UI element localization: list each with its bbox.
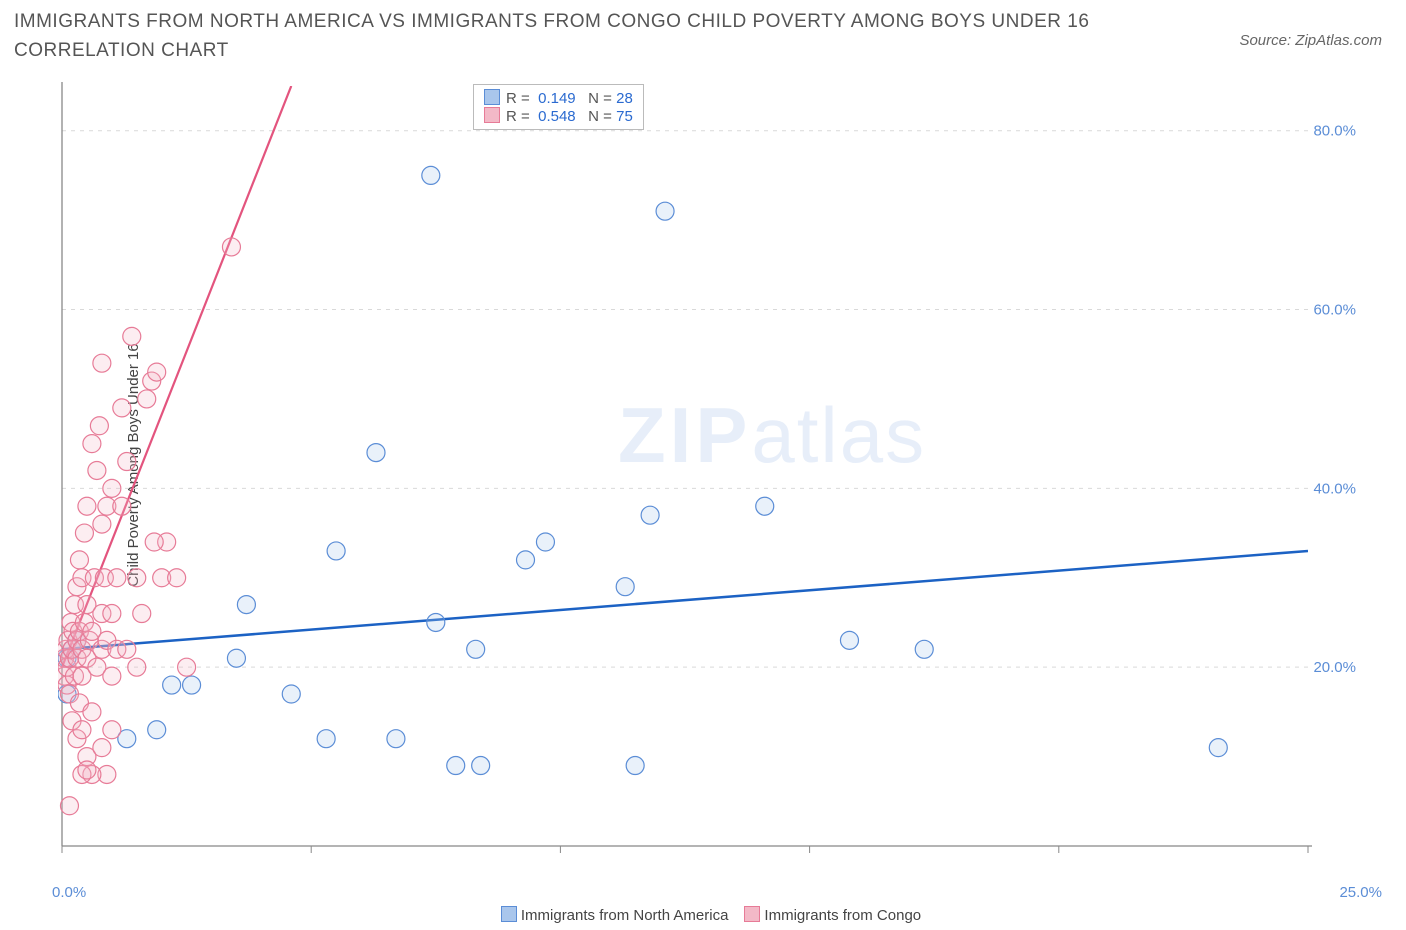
source-citation: Source: ZipAtlas.com <box>1239 32 1382 49</box>
x-axis-labels: 0.0% 25.0% <box>58 884 1378 904</box>
stats-legend-box: R = 0.149 N = 28R = 0.548 N = 75 <box>473 84 644 130</box>
legend-swatch-icon <box>501 906 517 922</box>
svg-text:40.0%: 40.0% <box>1313 480 1356 497</box>
scatter-plot-svg: 20.0% 40.0% 60.0% 80.0% <box>58 80 1378 870</box>
bottom-legend: Immigrants from North America Immigrants … <box>0 906 1406 924</box>
x-tick-min: 0.0% <box>52 884 86 901</box>
legend-swatch-icon <box>484 107 500 123</box>
stats-row: R = 0.149 N = 28 <box>484 89 633 107</box>
svg-text:20.0%: 20.0% <box>1313 659 1356 676</box>
svg-text:60.0%: 60.0% <box>1313 302 1356 319</box>
legend-swatch-icon <box>744 906 760 922</box>
x-tick-max: 25.0% <box>1339 884 1382 901</box>
svg-text:80.0%: 80.0% <box>1313 123 1356 140</box>
legend-label: Immigrants from Congo <box>764 907 921 924</box>
plot-area: 20.0%40.0%60.0%80.0% ZIPatlas R = 0.149 … <box>58 80 1378 870</box>
legend-swatch-icon <box>484 89 500 105</box>
legend-label: Immigrants from North America <box>521 907 729 924</box>
stats-row: R = 0.548 N = 75 <box>484 107 633 125</box>
chart-title: IMMIGRANTS FROM NORTH AMERICA VS IMMIGRA… <box>14 8 1206 65</box>
